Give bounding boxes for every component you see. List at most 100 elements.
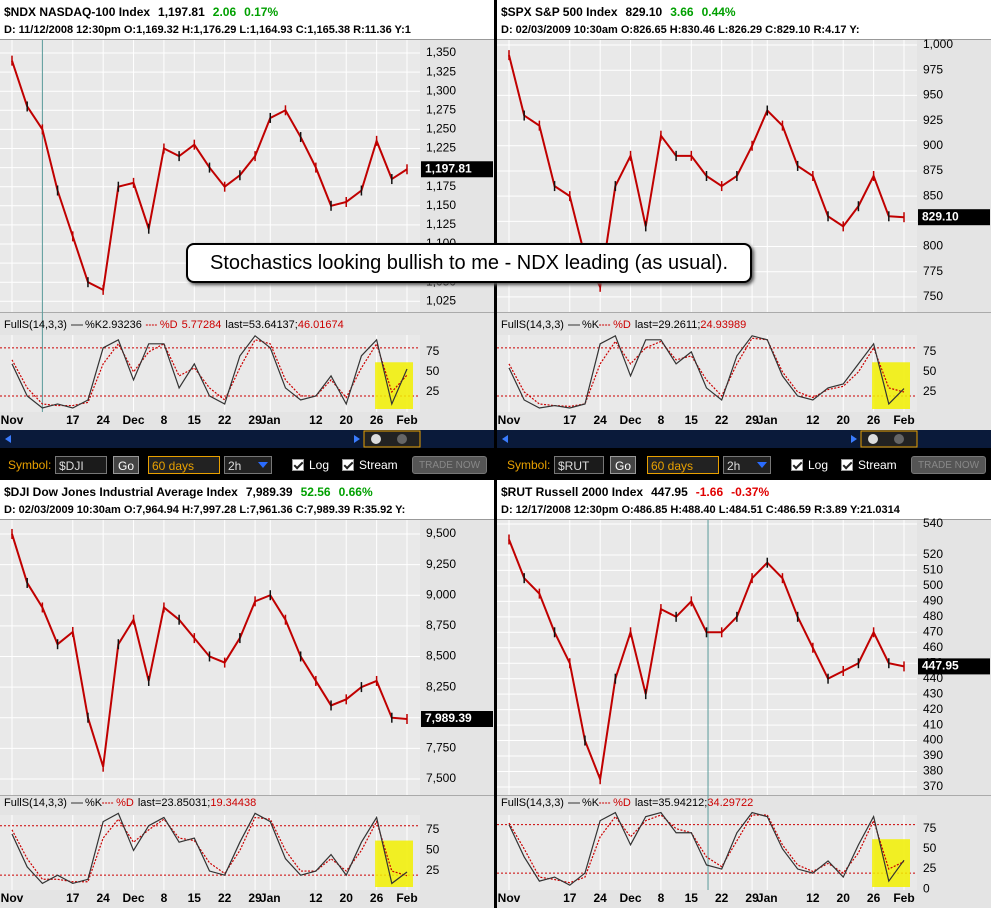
stoch-tick-label: 25 xyxy=(426,384,440,398)
stoch-k-name: %K xyxy=(85,797,103,809)
stoch-k-name: %K xyxy=(85,319,103,331)
x-tick-label: 24 xyxy=(96,413,110,427)
x-tick-label: 20 xyxy=(340,413,354,427)
y-tick-label: 1,150 xyxy=(426,198,456,212)
y-tick-label: 1,000 xyxy=(923,37,953,51)
stoch-d-name: %D xyxy=(160,319,178,331)
y-tick-label: 500 xyxy=(923,578,943,592)
price-badge xyxy=(421,161,493,178)
stoch-d-line xyxy=(11,339,408,407)
stoch-tick-label: 25 xyxy=(426,863,440,877)
change-pct: 0.17% xyxy=(244,5,278,19)
x-tick-label: 15 xyxy=(685,413,699,427)
x-tick-label: 24 xyxy=(593,413,607,427)
stoch-label: FullS(14,3,3) xyxy=(4,797,67,809)
log-checkbox[interactable] xyxy=(791,459,803,471)
go-button[interactable]: Go xyxy=(610,456,637,474)
header-bg xyxy=(497,0,991,40)
x-tick-label: 22 xyxy=(218,413,232,427)
x-tick-label: 15 xyxy=(685,891,699,905)
chart-title: $NDX NASDAQ-100 Index xyxy=(4,5,150,19)
x-tick-label: 26 xyxy=(867,891,881,905)
last-price: 829.10 xyxy=(626,5,663,19)
stoch-label: FullS(14,3,3) xyxy=(501,797,564,809)
stoch-tick-label: 0 xyxy=(923,881,930,895)
interval-select[interactable]: 2h xyxy=(224,456,272,474)
stoch-label: FullS(14,3,3) xyxy=(501,319,564,331)
price-badge-label: 447.95 xyxy=(922,659,959,673)
y-tick-label: 1,225 xyxy=(426,141,456,155)
highlight xyxy=(872,839,910,887)
y-tick-label: 925 xyxy=(923,113,943,127)
stoch-last: last=53.64137; xyxy=(225,319,297,331)
y-tick-label: 7,750 xyxy=(426,741,456,755)
change: 2.06 xyxy=(213,5,237,19)
x-tick-label: 29 xyxy=(745,413,759,427)
title-line: $NDX NASDAQ-100 Index 1,197.81 2.06 0.17% xyxy=(4,5,278,19)
y-tick-label: 410 xyxy=(923,717,943,731)
header-bg xyxy=(497,480,991,520)
x-tick-label: Nov xyxy=(498,891,521,905)
x-tick-label: Feb xyxy=(396,413,417,427)
bar-info: D: 02/03/2009 10:30am O:826.65 H:830.46 … xyxy=(501,24,860,36)
stoch-k-name: %K xyxy=(582,319,600,331)
stoch-k-name: %K xyxy=(582,797,600,809)
y-tick-label: 370 xyxy=(923,779,943,793)
title-line: $DJI Dow Jones Industrial Average Index 7… xyxy=(4,485,373,499)
zoom-out xyxy=(397,434,407,444)
stoch-tick-label: 75 xyxy=(923,821,937,835)
y-tick-label: 480 xyxy=(923,609,943,623)
y-tick-label: 540 xyxy=(923,516,943,530)
y-tick-label: 900 xyxy=(923,138,943,152)
price-badge xyxy=(918,658,990,675)
x-tick-label: Nov xyxy=(1,891,24,905)
interval-select[interactable]: 2h xyxy=(723,456,771,474)
stoch-tick-label: 50 xyxy=(426,364,440,378)
range-input[interactable]: 60 days xyxy=(647,456,719,474)
zoom-out xyxy=(894,434,904,444)
scroll-right xyxy=(354,435,360,443)
scroll-right xyxy=(851,435,857,443)
stoch-last: last=23.85031; xyxy=(138,797,210,809)
stream-checkbox[interactable] xyxy=(342,459,354,471)
symbol-label: Symbol: xyxy=(8,458,52,472)
x-tick-label: Nov xyxy=(1,413,24,427)
y-tick-label: 1,275 xyxy=(426,102,456,116)
stoch-k-line xyxy=(11,334,408,409)
y-tick-label: 1,125 xyxy=(426,217,456,231)
x-tick-label: Dec xyxy=(620,413,642,427)
dropdown-arrow xyxy=(757,462,767,468)
range-input[interactable]: 60 days xyxy=(148,456,220,474)
y-tick-label: 460 xyxy=(923,640,943,654)
y-tick-label: 430 xyxy=(923,686,943,700)
zoom-in xyxy=(868,434,878,444)
y-tick-label: 470 xyxy=(923,624,943,638)
trade-button[interactable]: TRADE NOW xyxy=(911,456,987,474)
y-tick-label: 775 xyxy=(923,264,943,278)
log-checkbox[interactable] xyxy=(292,459,304,471)
x-tick-label: 17 xyxy=(563,413,577,427)
symbol-input[interactable]: $DJI xyxy=(55,456,107,474)
x-tick-label: Jan xyxy=(757,413,778,427)
x-tick-label: 29 xyxy=(248,891,262,905)
trade-button[interactable]: TRADE NOW xyxy=(412,456,488,474)
stream-label: Stream xyxy=(858,458,897,472)
x-tick-label: 15 xyxy=(188,891,202,905)
stoch-tick-label: 75 xyxy=(426,822,440,836)
x-tick-label: 24 xyxy=(96,891,110,905)
y-tick-label: 8,250 xyxy=(426,679,456,693)
title-line: $RUT Russell 2000 Index 447.95 -1.66 -0.37% xyxy=(501,485,769,499)
annotation: Stochastics looking bullish to me - NDX … xyxy=(186,243,752,283)
x-tick-label: 29 xyxy=(248,413,262,427)
log-label: Log xyxy=(808,458,829,472)
go-button[interactable]: Go xyxy=(113,456,140,474)
x-tick-label: 17 xyxy=(66,413,80,427)
y-tick-label: 9,500 xyxy=(426,526,456,540)
last-price: 7,989.39 xyxy=(246,485,293,499)
x-tick-label: 8 xyxy=(161,891,168,905)
x-tick-label: Jan xyxy=(757,891,778,905)
stream-checkbox[interactable] xyxy=(841,459,853,471)
price-badge xyxy=(421,711,493,728)
symbol-input[interactable]: $RUT xyxy=(554,456,604,474)
